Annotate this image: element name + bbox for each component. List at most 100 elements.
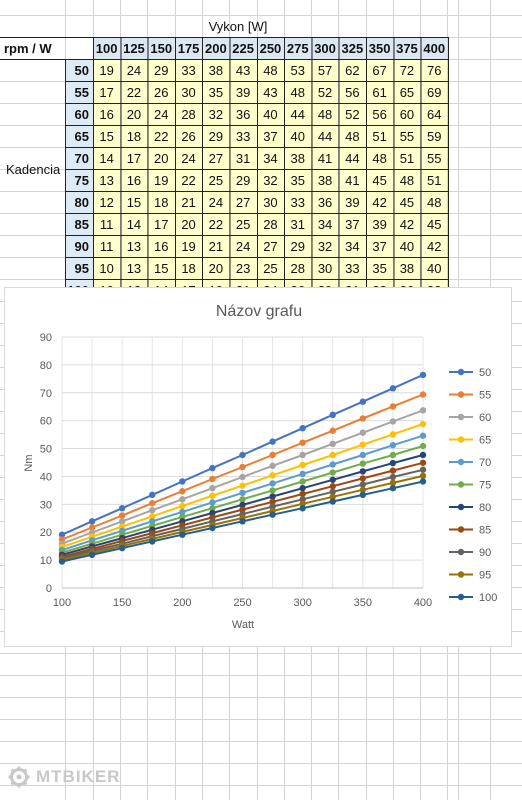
data-point: [329, 411, 336, 419]
data-point: [299, 484, 306, 492]
table-cell: 19: [99, 63, 113, 78]
data-point: [299, 451, 306, 459]
data-point: [329, 483, 336, 490]
table-cell: 53: [291, 63, 305, 78]
table-cell: 37: [263, 129, 277, 144]
legend-marker: [457, 548, 465, 556]
data-point: [389, 418, 397, 425]
data-point: [329, 498, 336, 505]
table-cell: 25: [263, 261, 277, 276]
legend-marker: [457, 481, 465, 488]
gear-icon: [8, 766, 30, 788]
mtbiker-watermark: MTBIKER: [8, 766, 120, 788]
data-point: [239, 496, 246, 503]
data-point: [269, 493, 276, 500]
table-cell: 20: [209, 261, 223, 276]
table-cell: 51: [372, 129, 386, 144]
table-cell: 11: [100, 239, 114, 254]
table-cell: 34: [263, 151, 277, 166]
data-point: [419, 432, 427, 439]
legend-marker: [457, 436, 465, 443]
table-cell: 35: [209, 85, 223, 100]
data-point: [419, 442, 427, 450]
data-point: [419, 478, 427, 485]
data-point: [359, 398, 367, 405]
legend-label: 95: [479, 570, 491, 582]
table-cell: 33: [291, 195, 305, 210]
data-point: [239, 473, 246, 481]
table-cell: 20: [154, 151, 168, 166]
table-cell: 76: [427, 63, 441, 78]
table-cell: 38: [400, 261, 414, 276]
table-cell: 62: [345, 63, 359, 78]
table-cell: 48: [400, 173, 414, 188]
row-header-rpm: 70: [75, 151, 89, 166]
data-point: [419, 459, 427, 466]
data-point: [269, 487, 276, 494]
y-tick-label: 70: [40, 388, 52, 400]
table-cell: 11: [100, 217, 114, 232]
table-cell: 17: [127, 151, 141, 166]
data-point: [239, 489, 246, 497]
table-cell: 13: [127, 261, 141, 276]
table-cell: 48: [372, 151, 386, 166]
legend-marker: [457, 593, 465, 601]
watermark-text: MTBIKER: [36, 767, 121, 786]
data-point: [209, 464, 216, 472]
legend-marker: [457, 413, 465, 421]
data-point: [359, 429, 367, 436]
table-cell: 30: [181, 85, 195, 100]
table-cell: 40: [427, 261, 441, 276]
legend-label: 85: [479, 525, 491, 537]
table-cell: 22: [209, 217, 223, 232]
table-cell: 60: [400, 107, 414, 122]
data-point: [149, 513, 156, 520]
table-cell: 27: [263, 239, 277, 254]
data-point: [329, 427, 336, 434]
data-point: [359, 460, 367, 467]
table-cell: 51: [427, 173, 441, 188]
table-cell: 30: [263, 195, 277, 210]
legend-marker: [457, 503, 465, 511]
data-point: [58, 531, 66, 538]
data-point: [239, 463, 246, 471]
data-point: [299, 490, 306, 498]
table-cell: 28: [263, 217, 277, 232]
x-tick-label: 250: [233, 597, 251, 609]
data-point: [419, 472, 427, 480]
data-point: [329, 461, 336, 468]
data-point: [209, 509, 216, 517]
data-point: [88, 524, 96, 531]
data-point: [239, 482, 246, 489]
table-cell: 45: [372, 173, 386, 188]
table-cell: 18: [154, 195, 168, 210]
data-point: [389, 385, 397, 392]
data-point: [179, 478, 186, 485]
column-header: 300: [314, 41, 336, 56]
y-tick-label: 10: [40, 555, 52, 567]
line-chart: 0 10 20 30 40 50 60 70 80 90 100 150 200 250 300 350 400…: [23, 303, 497, 631]
table-cell: 57: [318, 63, 332, 78]
table-cell: 33: [181, 63, 195, 78]
table-cell: 28: [181, 107, 195, 122]
legend-marker: [457, 368, 465, 376]
table-cell: 31: [236, 151, 250, 166]
data-point: [299, 505, 306, 512]
table-cell: 19: [154, 173, 168, 188]
y-tick-label: 30: [40, 499, 52, 511]
chart-panel[interactable]: 0 10 20 30 40 50 60 70 80 90 100 150 200 250 300 350 400…: [4, 287, 512, 647]
y-tick-label: 60: [40, 416, 52, 428]
table-cell: 25: [236, 217, 250, 232]
data-point: [419, 451, 427, 459]
table-cell: 13: [127, 239, 141, 254]
y-tick-label: 50: [40, 444, 52, 456]
data-point: [329, 493, 336, 501]
x-tick-label: 200: [173, 597, 191, 609]
table-cell: 21: [209, 239, 223, 254]
table-cell: 42: [400, 217, 414, 232]
column-header: 125: [123, 41, 145, 56]
y-tick-label: 20: [40, 527, 52, 539]
column-header: 200: [205, 41, 227, 56]
table-cell: 67: [372, 63, 386, 78]
row-header-rpm: 90: [75, 239, 89, 254]
